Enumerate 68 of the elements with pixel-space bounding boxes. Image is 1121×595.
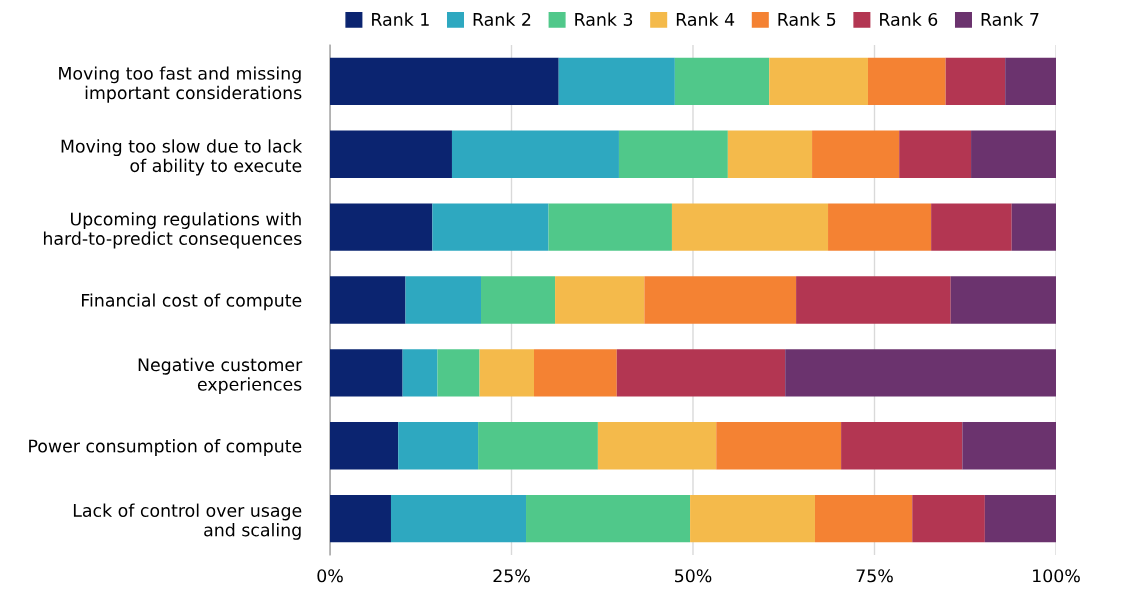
bar <box>432 203 549 251</box>
bar <box>558 57 675 106</box>
y-tick-label: Lack of control over usage and scaling <box>73 503 302 540</box>
bar <box>644 276 797 324</box>
bar <box>618 130 728 178</box>
bar <box>945 57 1006 106</box>
y-tick-label: Upcoming regulations with hard-to-predict consequences <box>43 212 302 249</box>
bar <box>405 276 482 324</box>
bar <box>814 494 913 543</box>
legend-label: Rank 1 <box>372 12 429 27</box>
bar <box>526 494 691 543</box>
y-tick-label: Power consumption of compute <box>29 439 302 456</box>
bar <box>330 494 391 543</box>
bar <box>555 276 645 324</box>
bar <box>330 349 403 397</box>
bar <box>390 494 527 543</box>
bar <box>479 349 535 397</box>
bar <box>330 130 452 178</box>
x-tick-label: 0% <box>317 569 343 583</box>
bar <box>451 130 619 178</box>
bar <box>899 130 972 178</box>
x-tick-label: 75% <box>856 569 893 583</box>
bar <box>769 57 868 106</box>
x-tick-label: 100% <box>1033 569 1080 583</box>
x-tick-label: 50% <box>675 569 712 583</box>
bar <box>785 349 1056 397</box>
bar <box>1011 203 1056 251</box>
bar <box>931 203 1012 251</box>
bar <box>330 57 559 106</box>
legend-label: Rank 7 <box>981 12 1039 27</box>
bar <box>812 130 900 178</box>
legend-label: Rank 2 <box>473 12 531 27</box>
legend-label: Rank 3 <box>575 12 633 27</box>
bar <box>690 494 815 543</box>
bar <box>950 276 1056 324</box>
bar <box>437 349 480 397</box>
bar <box>727 130 813 178</box>
bar <box>912 494 985 543</box>
bar <box>984 494 1056 543</box>
bar <box>330 276 406 324</box>
bar <box>481 276 556 324</box>
x-tick-label: 25% <box>493 569 530 583</box>
bar <box>402 349 438 397</box>
bar <box>330 203 433 251</box>
legend-label: Rank 5 <box>778 12 836 27</box>
y-tick-label: Financial cost of compute <box>82 293 302 311</box>
bar <box>841 422 963 470</box>
bar <box>616 349 786 397</box>
legend-label: Rank 6 <box>880 12 938 27</box>
bar <box>716 422 842 470</box>
bar <box>548 203 672 251</box>
y-tick-label: Moving too fast and missing important considerations <box>59 66 302 103</box>
bar <box>796 276 951 324</box>
bar <box>534 349 617 397</box>
bar <box>330 422 399 470</box>
y-tick-label: Negative customer experiences <box>138 357 303 395</box>
legend-label: Rank 4 <box>676 12 735 27</box>
bar <box>478 422 598 470</box>
bar <box>971 130 1056 178</box>
bar <box>1005 57 1056 106</box>
bar <box>597 422 717 470</box>
y-tick-label: Moving too slow due to lack of ability to execute <box>61 139 303 176</box>
bar <box>962 422 1056 470</box>
bar <box>828 203 932 251</box>
bar <box>671 203 829 251</box>
bar <box>867 57 946 106</box>
bar <box>398 422 479 470</box>
bar <box>674 57 770 106</box>
